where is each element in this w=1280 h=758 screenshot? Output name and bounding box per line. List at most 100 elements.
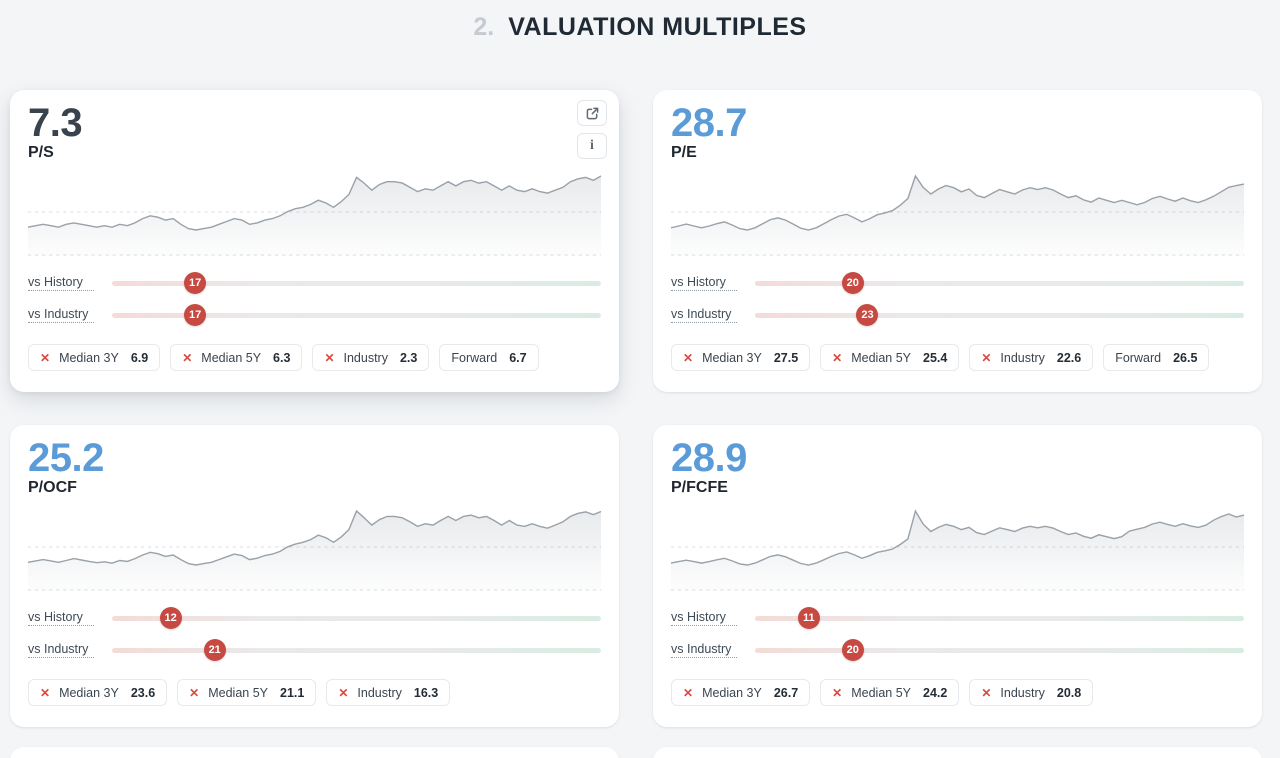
metric-value: 28.9 <box>671 436 747 480</box>
comparison-row: vs Industry 17 <box>28 302 601 328</box>
remove-icon[interactable]: ✕ <box>189 685 200 700</box>
percentile-track: 23 <box>755 304 1244 326</box>
chip-label: Median 3Y <box>702 685 762 700</box>
price-history-sparkline <box>670 509 1245 591</box>
remove-icon[interactable]: ✕ <box>832 685 843 700</box>
remove-icon[interactable]: ✕ <box>981 685 992 700</box>
comparison-label[interactable]: vs Industry <box>671 642 737 658</box>
chip-label: Median 3Y <box>59 350 119 365</box>
price-history-sparkline <box>27 509 602 591</box>
chip-value: 26.7 <box>773 685 799 700</box>
percentile-badge: 11 <box>797 607 820 629</box>
percentile-badge: 17 <box>184 304 207 326</box>
comparisons: vs History 12 vs Industry 21 <box>28 605 601 663</box>
sparkline-area <box>671 176 1244 256</box>
comparison-label[interactable]: vs Industry <box>671 307 737 323</box>
chip-label: Median 5Y <box>208 685 268 700</box>
remove-icon[interactable]: ✕ <box>832 350 843 365</box>
percentile-badge: 20 <box>841 639 864 661</box>
chip-label: Median 5Y <box>201 350 262 365</box>
chip-value: 22.6 <box>1056 350 1082 365</box>
remove-icon[interactable]: ✕ <box>338 685 349 700</box>
percentile-track: 17 <box>112 272 601 294</box>
chip-value: 16.3 <box>413 685 439 700</box>
percentile-track: 12 <box>112 607 601 629</box>
chip-label: Industry <box>1000 685 1045 700</box>
metric-card-ps: i 7.3 P/S vs History 17 vs Industry 17 ✕ Med… <box>10 90 619 392</box>
card-actions: i <box>577 100 607 159</box>
overlay-chip-median-3y: ✕ Median 3Y 6.9 <box>28 344 161 371</box>
remove-icon[interactable]: ✕ <box>40 685 51 700</box>
remove-icon[interactable]: ✕ <box>683 350 694 365</box>
chip-value: 24.2 <box>923 685 948 700</box>
overlay-chip-industry: ✕ Industry 22.6 <box>969 344 1094 371</box>
chip-label: Median 5Y <box>851 685 911 700</box>
percentile-track: 20 <box>755 272 1244 294</box>
percentile-badge: 17 <box>184 272 207 294</box>
section-number: 2. <box>473 13 495 41</box>
chips-row: ✕ Median 3Y 23.6 ✕ Median 5Y 21.1 ✕ Industry 16.… <box>28 679 601 706</box>
metric-value: 25.2 <box>28 436 104 480</box>
overlay-chip-industry: ✕ Industry 16.3 <box>326 679 451 706</box>
remove-icon[interactable]: ✕ <box>40 350 51 365</box>
chip-label: Forward <box>451 350 498 365</box>
next-row-stubs <box>0 747 1280 758</box>
metric-label: P/FCFE <box>671 479 728 496</box>
metric-label: P/E <box>671 144 697 161</box>
metric-value: 28.7 <box>671 101 747 145</box>
chip-label: Median 5Y <box>851 350 911 365</box>
comparison-label[interactable]: vs Industry <box>28 642 94 658</box>
sparkline-area <box>28 511 601 591</box>
open-fullchart-button[interactable] <box>577 100 607 126</box>
chips-row: ✕ Median 3Y 26.7 ✕ Median 5Y 24.2 ✕ Industry 20.… <box>671 679 1244 706</box>
info-button[interactable]: i <box>577 133 607 159</box>
overlay-chip-median-5y: ✕ Median 5Y 24.2 <box>820 679 960 706</box>
chips-row: ✕ Median 3Y 27.5 ✕ Median 5Y 25.4 ✕ Industry 22.… <box>671 344 1244 371</box>
chip-label: Industry <box>1000 350 1045 365</box>
chip-label: Industry <box>343 350 388 365</box>
comparison-label[interactable]: vs History <box>671 610 737 626</box>
remove-icon[interactable]: ✕ <box>182 350 193 365</box>
overlay-chip-median-3y: ✕ Median 3Y 27.5 <box>671 344 811 371</box>
comparison-label[interactable]: vs Industry <box>28 307 94 323</box>
remove-icon[interactable]: ✕ <box>683 685 694 700</box>
comparison-row: vs History 11 <box>671 605 1244 631</box>
sparkline-line <box>27 509 602 566</box>
chip-label: Median 3Y <box>59 685 119 700</box>
chip-value: 6.7 <box>509 350 527 365</box>
external-link-icon <box>586 107 598 119</box>
comparison-row: vs Industry 20 <box>671 637 1244 663</box>
remove-icon[interactable]: ✕ <box>981 350 992 365</box>
sparkline-line <box>670 174 1245 231</box>
comparison-label[interactable]: vs History <box>671 275 737 291</box>
overlay-chip-median-3y: ✕ Median 3Y 23.6 <box>28 679 168 706</box>
chip-label: Forward <box>1115 350 1162 365</box>
chip-value: 6.9 <box>130 350 149 365</box>
cards-grid: i 7.3 P/S vs History 17 vs Industry 17 ✕ Med… <box>0 90 1280 727</box>
info-icon: i <box>590 138 594 153</box>
chip-value: 23.6 <box>130 685 156 700</box>
comparison-row: vs Industry 23 <box>671 302 1244 328</box>
chips-row: ✕ Median 3Y 6.9 ✕ Median 5Y 6.3 ✕ Industry 2.3 Fo… <box>28 344 601 371</box>
overlay-chip-median-5y: ✕ Median 5Y 6.3 <box>170 344 303 371</box>
percentile-badge: 20 <box>841 272 864 294</box>
chip-value: 21.1 <box>280 685 305 700</box>
overlay-chip-median-5y: ✕ Median 5Y 25.4 <box>820 344 960 371</box>
percentile-badge: 21 <box>203 639 226 661</box>
percentile-badge: 12 <box>159 607 182 629</box>
overlay-chip-forward: Forward 26.5 <box>1103 344 1210 371</box>
overlay-chip-industry: ✕ Industry 2.3 <box>312 344 430 371</box>
overlay-chip-median-3y: ✕ Median 3Y 26.7 <box>671 679 811 706</box>
percentile-track: 21 <box>112 639 601 661</box>
percentile-track: 20 <box>755 639 1244 661</box>
comparison-label[interactable]: vs History <box>28 275 94 291</box>
metric-label: P/S <box>28 144 54 161</box>
comparison-label[interactable]: vs History <box>28 610 94 626</box>
percentile-badge: 23 <box>856 304 879 326</box>
sparkline-line <box>27 175 602 231</box>
chip-label: Median 3Y <box>702 350 762 365</box>
chip-value: 6.3 <box>273 350 291 365</box>
remove-icon[interactable]: ✕ <box>324 350 335 365</box>
